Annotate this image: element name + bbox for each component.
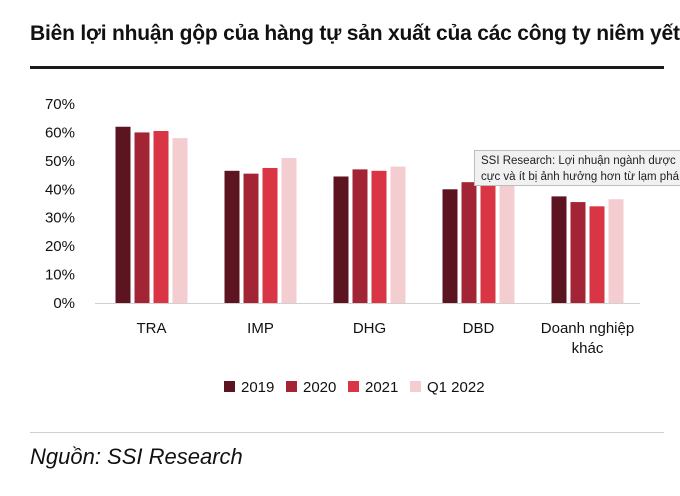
bar bbox=[134, 132, 150, 303]
y-tick-label: 0% bbox=[53, 295, 75, 312]
legend-swatch bbox=[348, 381, 359, 392]
bar bbox=[352, 169, 368, 303]
chart-title: Biên lợi nhuận gộp của hàng tự sản xuất … bbox=[30, 22, 680, 45]
bar bbox=[224, 170, 240, 303]
x-tick-label: khác bbox=[572, 340, 604, 357]
bar bbox=[589, 206, 605, 303]
y-tick-label: 20% bbox=[45, 238, 75, 255]
bar bbox=[262, 167, 278, 303]
x-tick-label: TRA bbox=[137, 320, 167, 337]
y-tick-label: 30% bbox=[45, 210, 75, 227]
bar bbox=[499, 177, 515, 303]
bar bbox=[172, 138, 188, 303]
legend-swatch bbox=[286, 381, 297, 392]
y-tick-label: 70% bbox=[45, 96, 75, 113]
legend-label: Q1 2022 bbox=[427, 379, 485, 396]
y-tick-label: 40% bbox=[45, 181, 75, 198]
legend-label: 2021 bbox=[365, 379, 398, 396]
x-tick-label: IMP bbox=[247, 320, 274, 337]
x-tick-label: DBD bbox=[463, 320, 495, 337]
bar bbox=[371, 170, 387, 303]
title-divider bbox=[30, 66, 664, 69]
legend-swatch bbox=[410, 381, 421, 392]
bar bbox=[480, 172, 496, 303]
tooltip: SSI Research: Lợi nhuận ngành dược cực v… bbox=[474, 150, 680, 186]
bar bbox=[333, 176, 349, 303]
bar bbox=[153, 131, 169, 303]
tooltip-line-2: cực và ít bị ảnh hưởng hơn từ lạm phá bbox=[481, 171, 679, 183]
y-tick-label: 10% bbox=[45, 267, 75, 284]
legend-swatch bbox=[224, 381, 235, 392]
legend-label: 2019 bbox=[241, 379, 274, 396]
x-tick-label: DHG bbox=[353, 320, 386, 337]
bar bbox=[390, 166, 406, 303]
tooltip-line-1: SSI Research: Lợi nhuận ngành dược bbox=[481, 155, 676, 167]
bar bbox=[551, 196, 567, 303]
bar bbox=[570, 202, 586, 303]
x-tick-label: Doanh nghiệp bbox=[541, 320, 634, 337]
y-tick-label: 50% bbox=[45, 153, 75, 170]
bar-chart: 0% 10% 20% 30% 40% 50% 60% 70% TRA IMP DHG DBD Doanh… bbox=[45, 96, 640, 396]
source-note: Nguồn: SSI Research bbox=[30, 444, 243, 469]
bar bbox=[281, 158, 297, 303]
bar bbox=[115, 126, 131, 303]
legend-label: 2020 bbox=[303, 379, 336, 396]
footer-divider bbox=[30, 432, 664, 433]
bar bbox=[461, 182, 477, 303]
bar bbox=[442, 189, 458, 303]
bar bbox=[243, 173, 259, 303]
bar bbox=[608, 199, 624, 303]
y-tick-label: 60% bbox=[45, 124, 75, 141]
